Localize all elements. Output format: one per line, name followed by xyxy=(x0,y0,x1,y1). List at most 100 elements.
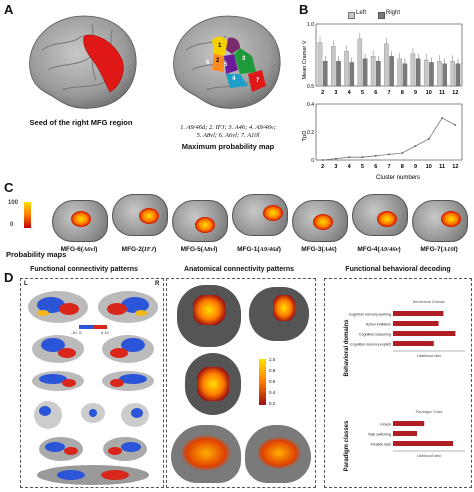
region-number-7: 7 xyxy=(256,78,260,84)
line-ytick-label: 0 xyxy=(311,158,314,164)
fc-scale-high: 5 10 xyxy=(101,330,110,335)
bar-left-10 xyxy=(423,59,429,87)
line-ylabel: TpD xyxy=(302,131,308,141)
probability-maps-label: Probability maps xyxy=(6,250,67,259)
ac-slice-x: x xyxy=(245,285,248,290)
panel-label-d: D xyxy=(4,270,14,285)
bar-right-6 xyxy=(376,61,381,87)
panel-a-right-caption: Maximum probability map xyxy=(181,142,275,151)
ac-scale-3: 0.6 xyxy=(269,379,276,384)
probability-colorbar: 100 0 xyxy=(8,200,48,232)
tpd-point-5 xyxy=(361,156,364,159)
paradigm-axis-label: Likelihood ratio xyxy=(417,454,441,458)
behav-bar-3 xyxy=(393,331,456,336)
fc-box: L R -10 -5 5 10 xyxy=(20,278,164,488)
region-label-3: MFG-5(A8vl) xyxy=(180,246,218,253)
bar-right-11 xyxy=(442,63,447,87)
fc-brainstem-2 xyxy=(81,403,105,423)
ac-scale-4: 0.4 xyxy=(269,390,276,395)
fc-scalebar xyxy=(79,325,107,329)
bar-right-10 xyxy=(429,62,434,87)
ac-brain-3d-left xyxy=(171,425,241,483)
tpd-point-8 xyxy=(401,152,404,154)
paradigm-bar-2 xyxy=(393,431,417,436)
behav-label-2: Action.inhibition xyxy=(366,323,391,327)
region-number-2: 2 xyxy=(216,58,220,64)
bar-xtick-4: 4 xyxy=(348,90,352,96)
bar-right-9 xyxy=(415,58,421,87)
line-xtick-4: 4 xyxy=(348,164,352,170)
tpd-point-12 xyxy=(454,124,457,126)
region-label-7: MFG-7(A10l) xyxy=(420,246,458,253)
bar-left-11 xyxy=(437,61,442,87)
ac-scale-5: 0.2 xyxy=(269,401,276,406)
ac-slice-z: z xyxy=(173,283,176,288)
bar-left-12 xyxy=(450,61,456,87)
bar-right-3 xyxy=(336,61,341,87)
fb-title: Functional behavioral decoding xyxy=(345,266,451,273)
colorbar-max: 100 xyxy=(8,200,19,206)
line-xtick-8: 8 xyxy=(401,164,404,170)
bar-xtick-10: 10 xyxy=(426,90,432,96)
line-xtick-11: 11 xyxy=(439,164,445,170)
bar-right-8 xyxy=(402,63,408,87)
bar-left-5 xyxy=(357,38,363,87)
region-brain-2 xyxy=(112,194,168,236)
panel-b-legend: Left Right xyxy=(348,10,428,20)
seed-brain-illustration xyxy=(22,10,142,116)
fc-right-label: R xyxy=(155,281,160,287)
behav-bar-1 xyxy=(393,311,444,316)
region-label-4: MFG-1(A9/46d) xyxy=(237,246,281,253)
fb-box: Behavioral domains Behavioral Domain Cogn… xyxy=(324,278,472,488)
line-xtick-3: 3 xyxy=(334,164,337,170)
legend-swatch-right xyxy=(378,12,385,19)
line-plot-frame xyxy=(315,103,463,161)
fc-cerebellum-2 xyxy=(103,437,147,461)
region-label-6: MFG-4(A9/46v) xyxy=(357,246,401,253)
panel-a-legend-line-2: 5. A8vl; 6. A6vl; 7. A10l xyxy=(196,132,260,139)
panel-b-bar-chart: Mean Cramer V 0.5 1.0 2 3 4 5 6 7 8 9 10 11 12 xyxy=(302,22,463,96)
fc-brain-1 xyxy=(28,291,88,323)
behav-label-4: Cognition.memory.explicit xyxy=(350,343,391,347)
region-brain-3 xyxy=(172,200,228,242)
fc-title: Functional connectivity patterns xyxy=(30,266,138,273)
fc-brain-2 xyxy=(98,291,158,323)
region-number-4: 4 xyxy=(232,76,236,82)
line-xtick-2: 2 xyxy=(321,164,324,170)
line-xtick-6: 6 xyxy=(374,164,377,170)
line-ytick-label: 0.4 xyxy=(307,102,314,108)
bar-xtick-2: 2 xyxy=(321,90,324,96)
bar-left-2 xyxy=(317,42,323,87)
line-xtick-9: 9 xyxy=(414,164,417,170)
behav-bar-4 xyxy=(393,341,434,346)
bar-left-3 xyxy=(331,46,336,87)
ac-box: z x y 1.0 0.8 0.6 0.4 0.2 xyxy=(166,278,316,488)
panel-label-b: B xyxy=(299,2,309,17)
bar-ylabel: Mean Cramer V xyxy=(302,40,308,79)
tpd-point-11 xyxy=(441,117,443,119)
region-label-1: MFG-6(A6vl) xyxy=(60,246,98,253)
panel-b-line-chart: TpD Cluster numbers 0.4 0.2 0 2 3 4 5 6 7 8 9 10 11 1… xyxy=(302,102,463,181)
fc-cerebellum-1 xyxy=(39,437,83,461)
fc-brain-6 xyxy=(102,371,154,391)
region-number-5: 5 xyxy=(224,62,228,68)
tpd-point-9 xyxy=(414,145,417,147)
paradigm-title: Paradigm Class xyxy=(416,410,443,414)
tpd-point-6 xyxy=(374,154,377,157)
bar-left-4 xyxy=(344,51,349,87)
legend-label-left: Left xyxy=(356,10,367,16)
bar-right-7 xyxy=(389,56,394,87)
behav-bar-2 xyxy=(393,321,439,326)
bar-right-2 xyxy=(322,61,328,87)
bar-ytick-label: 0.5 xyxy=(307,84,314,90)
bar-left-7 xyxy=(384,43,389,87)
ac-scale-1: 1.0 xyxy=(269,357,276,362)
paradigm-label-1: n-back xyxy=(380,423,391,427)
bar-right-12 xyxy=(455,63,461,87)
ac-title: Anatomical connectivity patterns xyxy=(183,266,295,273)
behav-label-3: Cognition.reasoning xyxy=(359,333,391,337)
behav-label-1: Cognition.memory.working xyxy=(349,313,391,317)
ac-slice-sagittal: x xyxy=(245,285,309,341)
tpd-point-3 xyxy=(335,157,337,160)
ac-slice-y: y xyxy=(173,351,176,356)
